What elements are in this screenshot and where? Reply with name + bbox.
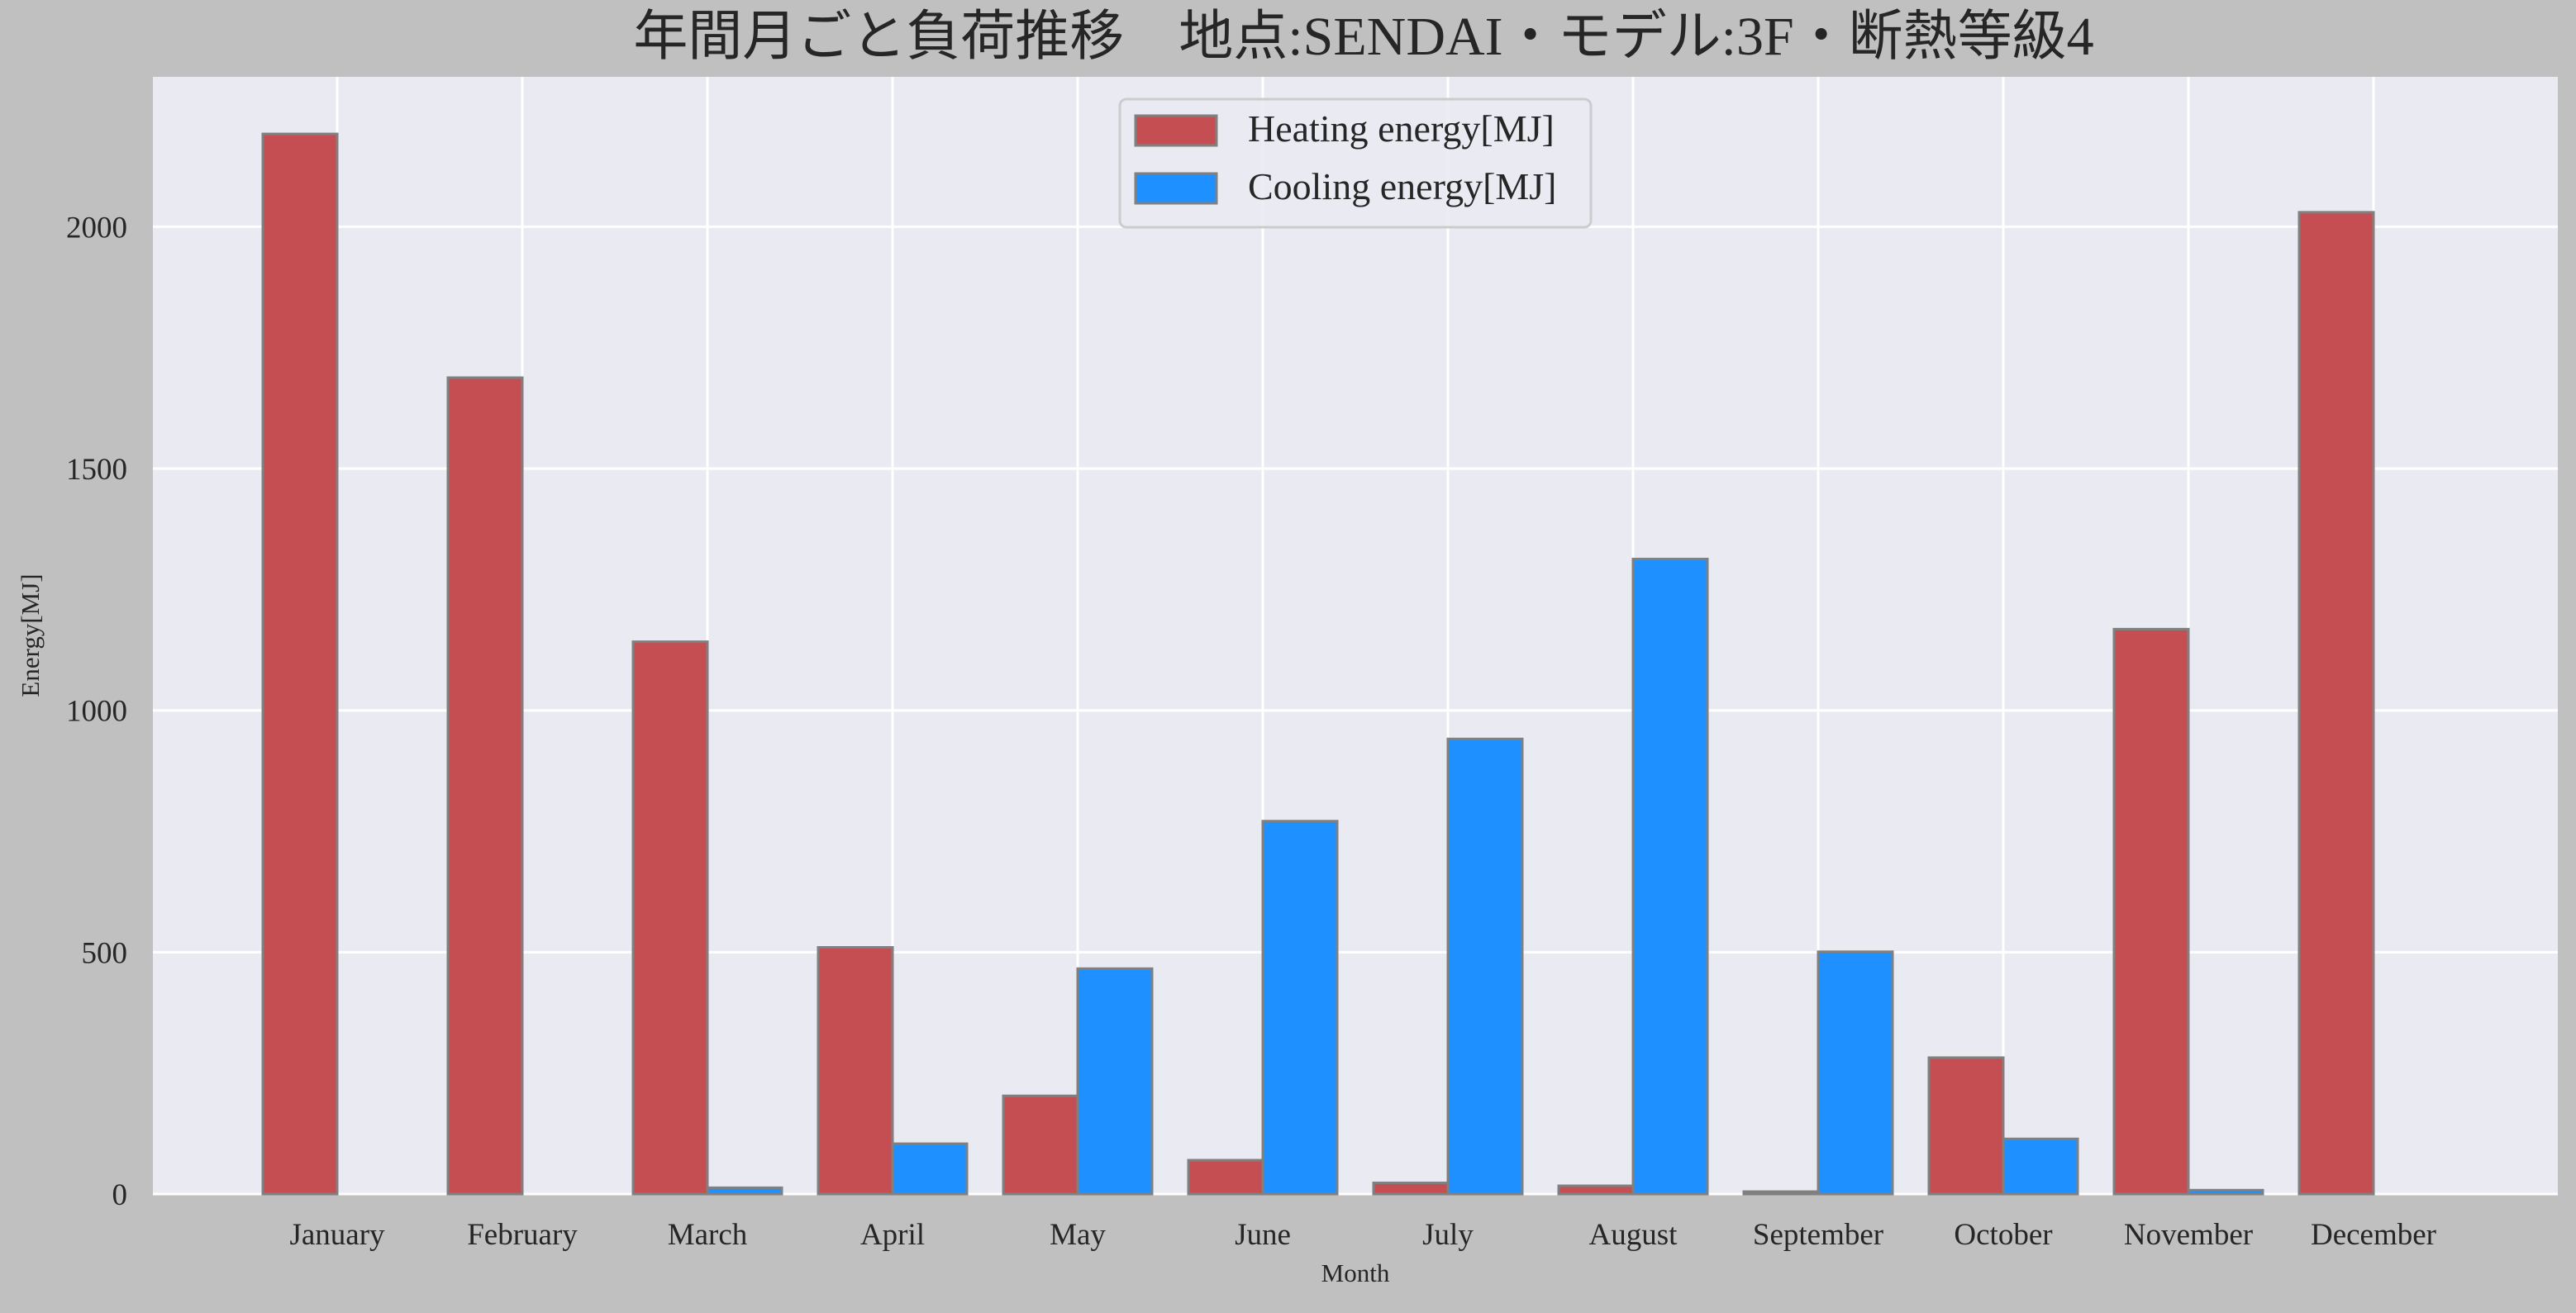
y-tick-label: 1000 (66, 695, 127, 729)
x-tick-label: September (1753, 1218, 1883, 1252)
cooling-bar-march (706, 1186, 783, 1196)
x-tick-label: February (467, 1218, 578, 1252)
y-tick-label: 0 (112, 1178, 128, 1212)
heating-bar-july (1372, 1182, 1450, 1196)
cooling-bar-september (1817, 950, 1894, 1196)
heating-bar-march (631, 640, 709, 1196)
heating-bar-december (2297, 211, 2375, 1196)
x-tick-label: October (1954, 1218, 2052, 1252)
heating-bar-september (1742, 1190, 1820, 1196)
cooling-bar-july (1446, 737, 1524, 1196)
x-axis-label: Month (1321, 1258, 1390, 1287)
x-tick-label: January (289, 1218, 385, 1252)
heating-bar-august (1557, 1184, 1635, 1196)
cooling-bar-november (2187, 1188, 2264, 1196)
y-axis-ticks: 0 500 1000 1500 2000 (66, 211, 127, 1212)
heating-bar-june (1187, 1158, 1264, 1196)
x-tick-label: November (2124, 1218, 2253, 1252)
x-tick-label: May (1050, 1218, 1106, 1252)
x-tick-label: August (1589, 1218, 1678, 1252)
x-axis-ticks: January February March April May June July Augu… (289, 1218, 2436, 1252)
legend-swatch (1134, 114, 1218, 147)
heating-bar-may (1002, 1094, 1079, 1196)
chart-title: 年間月ごと負荷推移 地点:SENDAI・モデル:3F・断熱等級4 (633, 7, 2093, 67)
heating-bar-february (446, 376, 524, 1196)
bars (261, 132, 2375, 1196)
cooling-bar-may (1076, 967, 1154, 1196)
cooling-bar-october (2002, 1137, 2079, 1196)
y-tick-label: 1500 (66, 453, 127, 487)
x-tick-label: April (860, 1218, 925, 1252)
x-tick-label: June (1235, 1218, 1291, 1252)
heating-bar-october (1927, 1056, 2005, 1196)
heating-bar-january (261, 132, 339, 1196)
y-tick-label: 500 (82, 936, 128, 970)
y-axis-label: Energy[MJ] (16, 573, 45, 697)
heating-bar-november (2112, 627, 2190, 1196)
heating-bar-april (817, 946, 894, 1196)
legend-box (1118, 98, 1593, 229)
x-tick-label: December (2311, 1218, 2436, 1252)
legend-label: Cooling energy[MJ] (1248, 165, 1557, 207)
x-tick-label: March (668, 1218, 748, 1252)
cooling-bar-august (1631, 558, 1709, 1196)
x-tick-label: July (1422, 1218, 1474, 1252)
legend: Heating energy[MJ] Cooling energy[MJ] (1118, 98, 1593, 229)
y-tick-label: 2000 (66, 211, 127, 245)
legend-swatch (1134, 172, 1218, 205)
cooling-bar-april (891, 1142, 969, 1196)
cooling-bar-june (1261, 820, 1339, 1196)
legend-label: Heating energy[MJ] (1248, 107, 1555, 150)
